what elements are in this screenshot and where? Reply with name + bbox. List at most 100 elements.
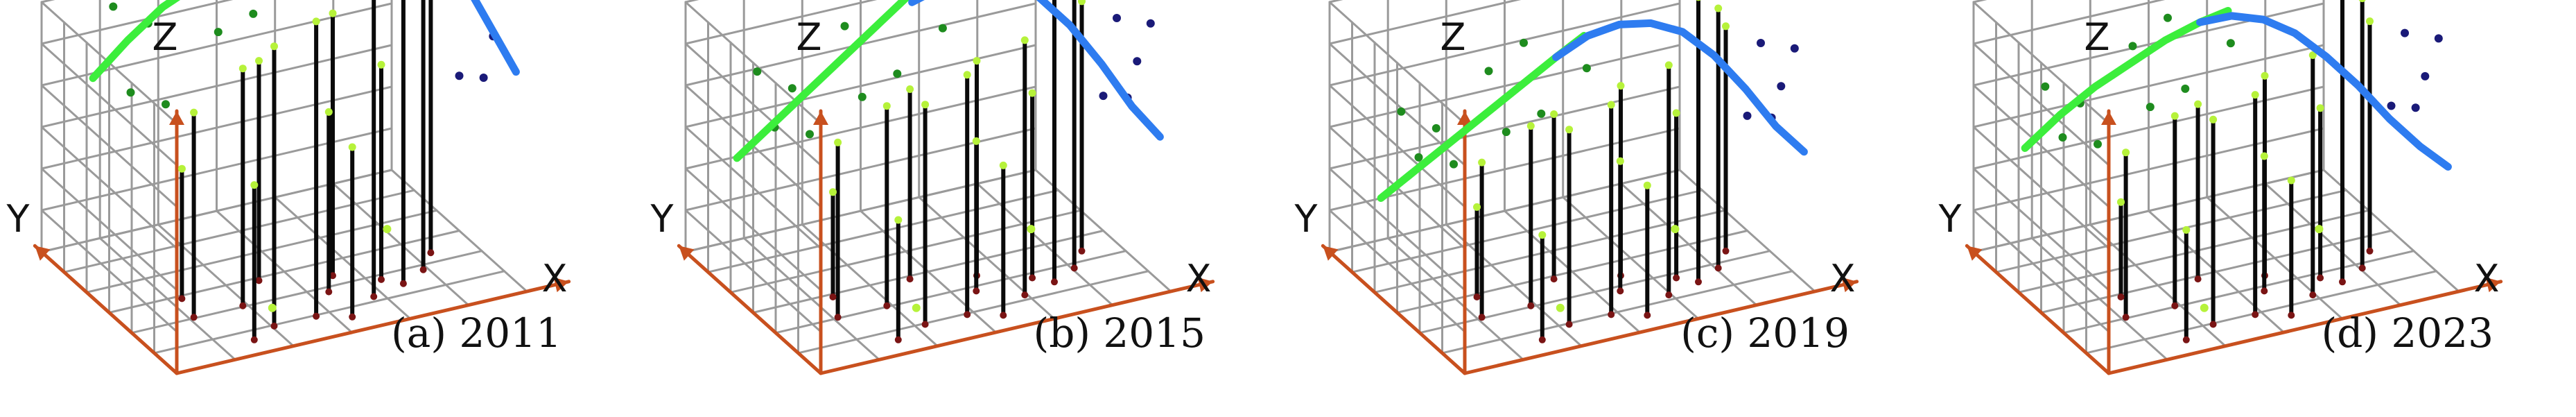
- z-axis-label: Z: [2085, 15, 2110, 59]
- stem-base-point: [419, 266, 427, 273]
- stem-top-point: [2117, 198, 2125, 206]
- stem-top-point: [829, 188, 837, 196]
- green-scatter-point: [1450, 160, 1458, 169]
- axes-c: [1321, 109, 1859, 375]
- green-scatter-point: [162, 100, 170, 109]
- side-wall-grid-line: [684, 42, 822, 167]
- stem-base-point: [1673, 274, 1680, 282]
- stem-base-point: [1608, 311, 1615, 318]
- stem-base-point: [973, 287, 980, 295]
- x-axis-label: X: [1830, 257, 1856, 300]
- stem-top-point: [2170, 112, 2179, 120]
- stem-base-point: [1527, 302, 1535, 309]
- stem-top-point: [1020, 36, 1029, 44]
- navy-scatter-point: [2421, 71, 2430, 80]
- back-wall-grid-line: [1972, 0, 2166, 45]
- y-axis-label: Y: [6, 197, 31, 241]
- stem-top-point: [2261, 71, 2269, 80]
- plot-3d-d: Z Y X (d) 2023: [1938, 0, 2503, 375]
- stem-top-point: [2366, 17, 2374, 26]
- stem-base-point: [378, 275, 385, 283]
- blue-curve: [1552, 19, 1808, 156]
- green-scatter-point: [893, 69, 902, 78]
- stem-base-point: [190, 314, 198, 321]
- green-scatter-point: [1520, 38, 1528, 47]
- navy-scatter-point: [1113, 14, 1121, 22]
- navy-scatter-point: [1133, 57, 1142, 66]
- green-scatter-point: [109, 2, 118, 11]
- stem-top-point: [312, 17, 320, 26]
- stem-top-point: [1078, 0, 1086, 6]
- green-scatter-point: [753, 67, 762, 76]
- stem-top-point: [1672, 109, 1680, 117]
- y-axis-arrow-head: [679, 246, 695, 261]
- x-axis-arrow-head: [1197, 277, 1213, 293]
- floor-grid-line: [274, 196, 412, 320]
- stem-top-point: [348, 143, 356, 151]
- stem-top-point: [1565, 126, 1574, 134]
- stem-base-point: [1714, 264, 1722, 272]
- stem-top-point: [1478, 158, 1486, 167]
- lime-scatter-point: [268, 303, 277, 312]
- green-scatter-point: [2128, 42, 2137, 51]
- green-scatter-point: [787, 84, 797, 93]
- lime-scatter-point: [1027, 225, 1036, 234]
- stem-top-point: [1696, 0, 1701, 1]
- stem-base-point: [1565, 321, 1573, 328]
- stem-base-point: [2261, 287, 2268, 295]
- side-wall-grid-line: [1328, 1, 1466, 125]
- stem-top-point: [1616, 157, 1624, 165]
- stem-top-point: [2251, 91, 2259, 99]
- floor-grid-line: [108, 230, 460, 314]
- green-scatter-point: [1484, 67, 1493, 76]
- stem-top-point: [190, 108, 198, 117]
- stem-top-point: [2260, 152, 2268, 160]
- stem-base-point: [239, 302, 247, 309]
- green-scatter-point: [2226, 39, 2235, 48]
- z-axis-arrow-head: [169, 111, 184, 125]
- lime-scatter-point: [2200, 303, 2209, 312]
- stem-base-point: [2339, 278, 2346, 286]
- z-axis-arrow-head: [1457, 111, 1472, 125]
- green-scatter-point: [249, 9, 258, 18]
- green-scatter-point: [1537, 109, 1546, 118]
- y-axis-arrow: [677, 244, 823, 375]
- panel-d: Z Y X (d) 2023: [1932, 0, 2576, 417]
- y-axis-label: Y: [650, 197, 675, 241]
- lime-scatter-point: [912, 303, 921, 312]
- stem-top-point: [177, 164, 186, 173]
- navy-scatter-point: [455, 71, 464, 80]
- green-scatter-point: [858, 92, 867, 101]
- y-axis-arrow: [1965, 244, 2111, 375]
- green-scatter-point: [1582, 64, 1591, 73]
- green-scatter-point: [840, 22, 849, 31]
- stem-top-point: [250, 181, 259, 189]
- stem-base-point: [2182, 336, 2190, 343]
- navy-scatter-point: [1757, 39, 1765, 47]
- stem-top-point: [1722, 22, 1730, 31]
- stem-base-point: [1695, 278, 1702, 286]
- y-axis-label: Y: [1294, 197, 1319, 241]
- stem-base-point: [1021, 291, 1029, 299]
- stem-base-point: [270, 322, 278, 330]
- floor-grid-line: [1678, 169, 1816, 293]
- stem-base-point: [1051, 278, 1058, 286]
- floor-grid-line: [2040, 230, 2392, 314]
- stem-base-point: [370, 293, 378, 300]
- panel-b: Z Y X (b) 2015: [644, 0, 1288, 417]
- stem-top-point: [1550, 110, 1558, 118]
- stem-base-point: [1644, 312, 1651, 319]
- stem-top-point: [2182, 225, 2191, 234]
- x-axis-arrow: [1463, 280, 1859, 375]
- x-axis-arrow: [819, 280, 1215, 375]
- stem-base-point: [2117, 293, 2125, 300]
- navy-scatter-point: [2401, 28, 2409, 37]
- green-scatter-point: [2041, 82, 2050, 91]
- floor-grid-line: [729, 209, 1082, 293]
- stem-top-point: [1714, 4, 1723, 12]
- back-wall-grid-line: [684, 0, 878, 45]
- stem-top-point: [1664, 61, 1673, 69]
- x-axis-arrow-head: [553, 277, 569, 293]
- panel-caption: (c) 2019: [1680, 309, 1850, 357]
